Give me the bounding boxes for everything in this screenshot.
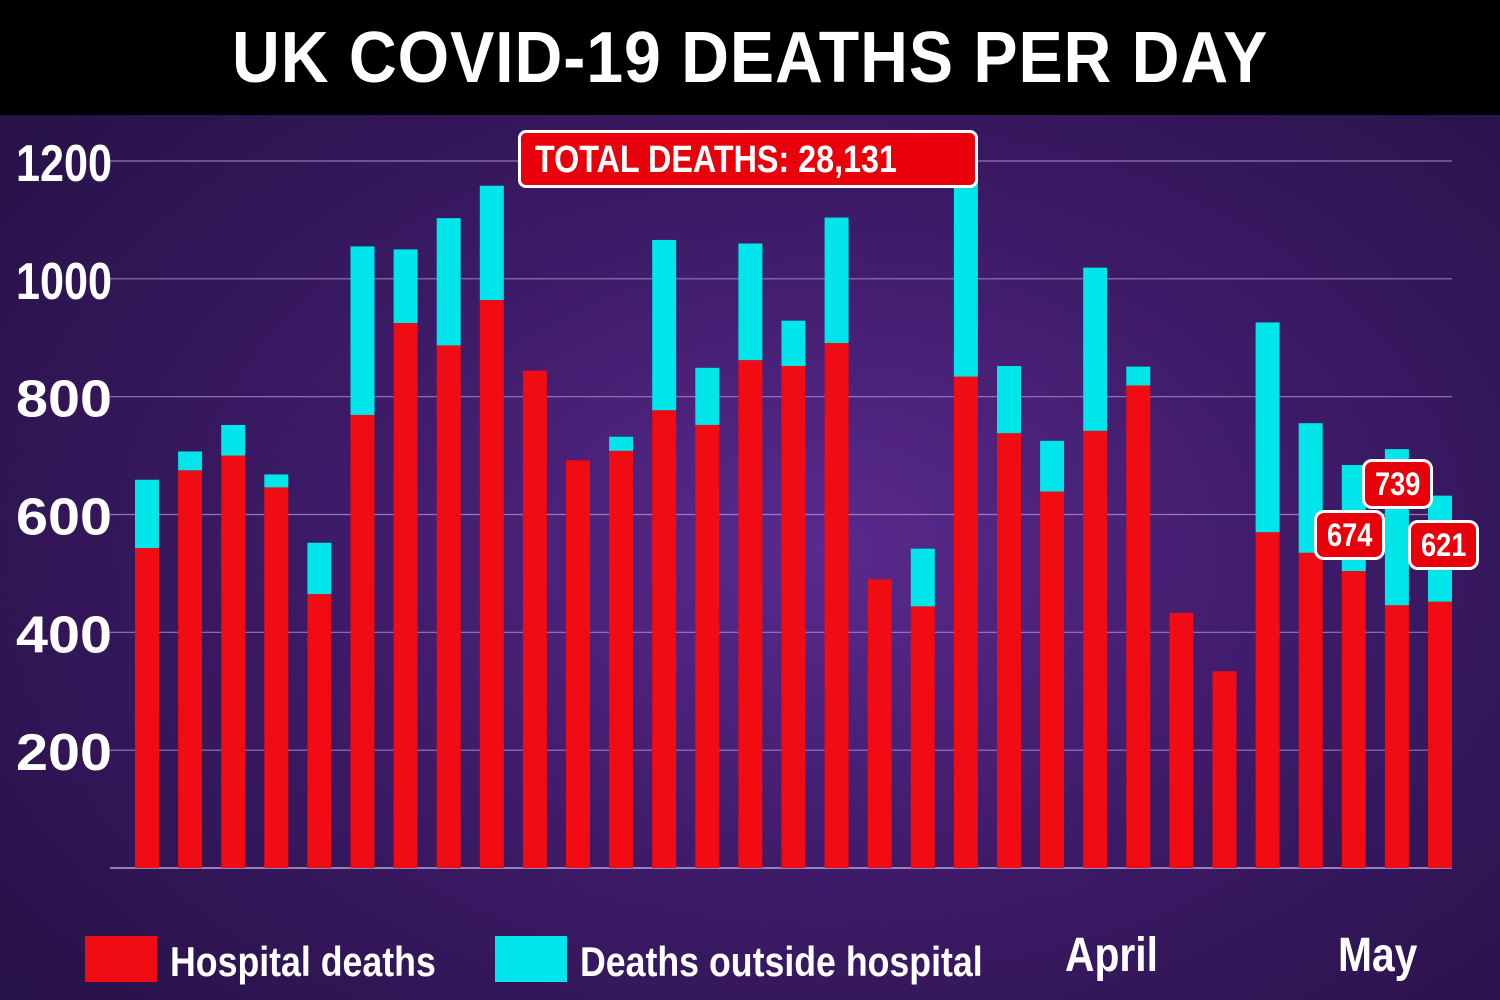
bar-outside <box>350 246 375 415</box>
bar-outside <box>1083 267 1108 431</box>
stacked-bar-chart: 2004006008001000120035791113151719212325… <box>16 135 1452 869</box>
bar-hospital <box>135 548 159 868</box>
bar-outside <box>264 474 289 488</box>
bar-hospital <box>221 455 246 868</box>
y-tick-label: 800 <box>16 371 112 429</box>
bar-hospital <box>1212 671 1237 868</box>
bar-outside <box>997 366 1021 434</box>
bar-hospital <box>307 594 332 868</box>
legend-swatch-outside <box>495 936 567 982</box>
value-callout-text: 621 <box>1421 527 1467 563</box>
month-label-may: May <box>1338 928 1431 983</box>
month-text-april: April <box>1065 929 1158 982</box>
bar-hospital <box>953 376 978 868</box>
bar-outside <box>436 218 461 346</box>
bar-outside <box>695 367 720 425</box>
bar-hospital <box>738 360 763 868</box>
bar-outside <box>738 243 763 361</box>
bar-outside <box>652 239 677 411</box>
value-callout: 674 <box>1314 510 1386 560</box>
y-tick-label: 200 <box>16 724 112 782</box>
bar-hospital <box>1083 430 1108 868</box>
bar-hospital <box>910 606 935 868</box>
bar-hospital <box>393 323 418 868</box>
bar-hospital <box>1298 552 1323 868</box>
bar-hospital <box>1255 532 1280 868</box>
bar-hospital <box>824 343 849 868</box>
bar-hospital <box>1341 571 1366 868</box>
bar-hospital <box>350 414 375 868</box>
bar-outside <box>1040 440 1065 492</box>
chart-title-bar: UK COVID-19 DEATHS PER DAY <box>0 0 1500 115</box>
value-callout-text: 739 <box>1375 466 1421 502</box>
total-deaths-badge: TOTAL DEATHS: 28,131 <box>518 130 978 188</box>
bar-hospital <box>652 410 677 868</box>
bar-outside <box>393 249 418 324</box>
legend: Hospital deaths Deaths outside hospital <box>0 932 1500 992</box>
bar-outside <box>1126 366 1151 386</box>
bar-hospital <box>1169 612 1194 868</box>
legend-swatch-hospital <box>85 936 157 982</box>
bar-outside <box>910 548 935 607</box>
y-tick-label: 600 <box>16 489 112 547</box>
month-label-april: April <box>1065 928 1174 983</box>
bar-hospital <box>781 366 806 868</box>
bar-outside <box>221 424 246 456</box>
bar-hospital <box>609 450 634 868</box>
y-tick-label: 400 <box>16 606 112 664</box>
bar-outside <box>135 479 159 549</box>
bar-hospital <box>566 460 590 868</box>
bar-hospital <box>479 300 504 868</box>
value-callout: 621 <box>1408 520 1480 570</box>
bar-outside <box>307 542 332 595</box>
bar-hospital <box>867 579 892 868</box>
legend-text-hospital: Hospital deaths <box>170 938 436 985</box>
bar-outside <box>178 451 203 471</box>
bar-hospital <box>1040 491 1065 868</box>
bar-hospital <box>522 370 547 868</box>
total-deaths-text: TOTAL DEATHS: 28,131 <box>535 139 897 181</box>
legend-label-hospital: Hospital deaths <box>170 938 483 986</box>
bar-hospital <box>997 433 1021 868</box>
month-text-may: May <box>1338 929 1418 982</box>
value-callout: 739 <box>1362 459 1434 509</box>
bar-hospital <box>1126 385 1151 868</box>
bar-hospital <box>1428 601 1452 868</box>
bar-hospital <box>1384 605 1409 868</box>
bar-outside <box>953 181 978 377</box>
bar-outside <box>781 320 806 367</box>
bar-outside <box>824 217 849 344</box>
y-tick-label: 1200 <box>16 135 112 193</box>
bar-outside <box>609 436 634 451</box>
value-callout-text: 674 <box>1327 517 1373 553</box>
bar-outside <box>1255 322 1280 533</box>
legend-text-outside: Deaths outside hospital <box>580 938 983 985</box>
bar-hospital <box>436 345 461 868</box>
bar-hospital <box>178 470 203 868</box>
bar-hospital <box>264 487 289 868</box>
bar-hospital <box>695 424 720 868</box>
bar-outside <box>479 185 504 301</box>
legend-label-outside: Deaths outside hospital <box>580 938 1054 986</box>
y-tick-label: 1000 <box>16 253 112 311</box>
page-title: UK COVID-19 DEATHS PER DAY <box>231 17 1269 98</box>
